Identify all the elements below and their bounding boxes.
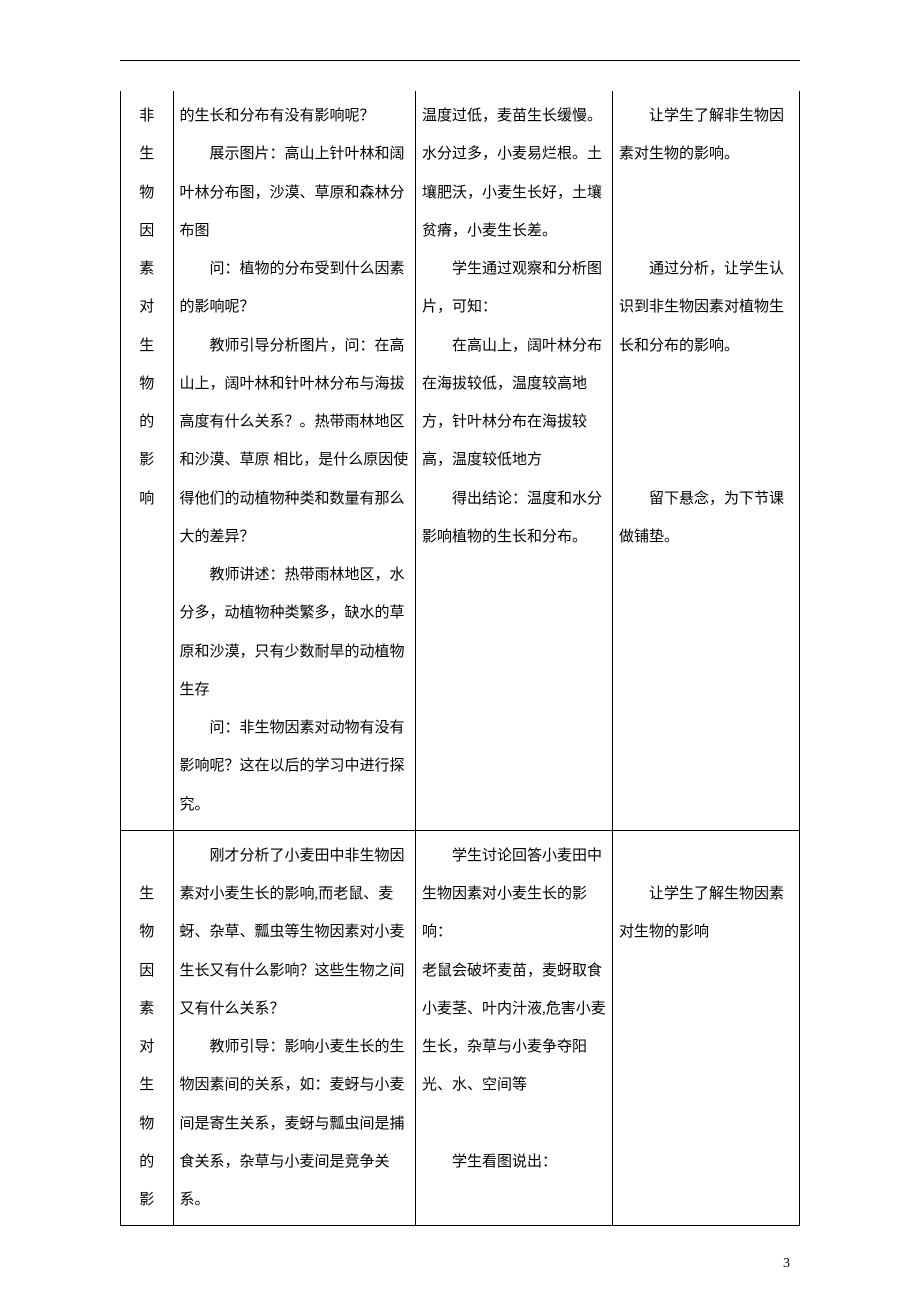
paragraph: 问：植物的分布受到什么因素的影响呢？ [180, 250, 409, 327]
row-label-char: 影 [123, 1181, 171, 1219]
paragraph: 让学生了解生物因素对生物的影响 [619, 875, 793, 952]
row-label-char: 生 [123, 1066, 171, 1104]
table-row: 生物因素对生物的影刚才分析了小麦田中非生物因素对小麦生长的影响,而老鼠、麦蚜、杂… [121, 830, 800, 1226]
paragraph [619, 365, 793, 403]
paragraph: 问：非生物因素对动物有没有影响呢？这在以后的学习中进行探究。 [180, 709, 409, 824]
paragraph: 在高山上，阔叶林分布在海拔较低，温度较高地方，针叶林分布在海拔较高，温度较低地方 [422, 327, 606, 480]
paragraph: 学生看图说出： [422, 1143, 606, 1181]
paragraph [619, 403, 793, 441]
lesson-table: 非生物因素对生物的影响的生长和分布有没有影响呢？展示图片：高山上针叶林和阔叶林分… [120, 91, 800, 1226]
row-label-char: 物 [123, 913, 171, 951]
paragraph: 教师讲述：热带雨林地区，水分多，动植物种类繁多，缺水的草原和沙漠，只有少数耐旱的… [180, 556, 409, 709]
paragraph: 的生长和分布有没有影响呢？ [180, 97, 409, 135]
paragraph [619, 837, 793, 875]
paragraph: 教师引导分析图片，问：在高山上，阔叶林和针叶林分布与海拔高度有什么关系？。热带雨… [180, 327, 409, 557]
row-label: 生物因素对生物的影 [121, 830, 174, 1226]
row-label-char: 对 [123, 288, 171, 326]
row-label-char: 物 [123, 365, 171, 403]
paragraph [619, 441, 793, 479]
design-intent: 让学生了解生物因素对生物的影响 [613, 830, 800, 1226]
student-activity: 学生讨论回答小麦田中生物因素对小麦生长的影响：老鼠会破坏麦苗，麦蚜取食小麦茎、叶… [416, 830, 613, 1226]
paragraph [619, 212, 793, 250]
table-row: 非生物因素对生物的影响的生长和分布有没有影响呢？展示图片：高山上针叶林和阔叶林分… [121, 91, 800, 830]
row-label-char: 素 [123, 990, 171, 1028]
row-label: 非生物因素对生物的影响 [121, 91, 174, 830]
row-label-char: 对 [123, 1028, 171, 1066]
teacher-activity: 刚才分析了小麦田中非生物因素对小麦生长的影响,而老鼠、麦蚜、杂草、瓢虫等生物因素… [173, 830, 415, 1226]
teacher-activity: 的生长和分布有没有影响呢？展示图片：高山上针叶林和阔叶林分布图，沙漠、草原和森林… [173, 91, 415, 830]
paragraph: 刚才分析了小麦田中非生物因素对小麦生长的影响,而老鼠、麦蚜、杂草、瓢虫等生物因素… [180, 837, 409, 1028]
row-label-char: 生 [123, 327, 171, 365]
row-label-char: 生 [123, 875, 171, 913]
row-label-char: 响 [123, 480, 171, 518]
paragraph: 学生讨论回答小麦田中生物因素对小麦生长的影响： [422, 837, 606, 952]
row-label-char: 物 [123, 1105, 171, 1143]
paragraph: 留下悬念，为下节课做铺垫。 [619, 480, 793, 557]
paragraph: 教师引导：影响小麦生长的生物因素间的关系，如：麦蚜与小麦间是寄生关系，麦蚜与瓢虫… [180, 1028, 409, 1219]
paragraph: 学生通过观察和分析图片，可知： [422, 250, 606, 327]
paragraph: 让学生了解非生物因素对生物的影响。 [619, 97, 793, 174]
row-label-char: 非 [123, 97, 171, 135]
row-label-char: 的 [123, 1143, 171, 1181]
paragraph: 温度过低，麦苗生长缓慢。水分过多，小麦易烂根。土壤肥沃，小麦生长好，土壤贫瘠，小… [422, 97, 606, 250]
paragraph [422, 1105, 606, 1143]
design-intent: 让学生了解非生物因素对生物的影响。 通过分析，让学生认识到非生物因素对植物生长和… [613, 91, 800, 830]
paragraph [619, 174, 793, 212]
horizontal-rule [120, 60, 800, 61]
paragraph: 得出结论：温度和水分影响植物的生长和分布。 [422, 480, 606, 557]
row-label-char: 因 [123, 212, 171, 250]
row-label-char: 物 [123, 174, 171, 212]
row-label-char: 的 [123, 403, 171, 441]
paragraph: 通过分析，让学生认识到非生物因素对植物生长和分布的影响。 [619, 250, 793, 365]
row-label-char: 因 [123, 952, 171, 990]
paragraph: 老鼠会破坏麦苗，麦蚜取食小麦茎、叶内汁液,危害小麦生长，杂草与小麦争夺阳光、水、… [422, 952, 606, 1105]
row-label-char: 生 [123, 135, 171, 173]
row-label-char [123, 837, 171, 875]
paragraph: 展示图片：高山上针叶林和阔叶林分布图，沙漠、草原和森林分布图 [180, 135, 409, 250]
row-label-char: 素 [123, 250, 171, 288]
student-activity: 温度过低，麦苗生长缓慢。水分过多，小麦易烂根。土壤肥沃，小麦生长好，土壤贫瘠，小… [416, 91, 613, 830]
row-label-char: 影 [123, 441, 171, 479]
page-number: 3 [783, 1256, 790, 1272]
